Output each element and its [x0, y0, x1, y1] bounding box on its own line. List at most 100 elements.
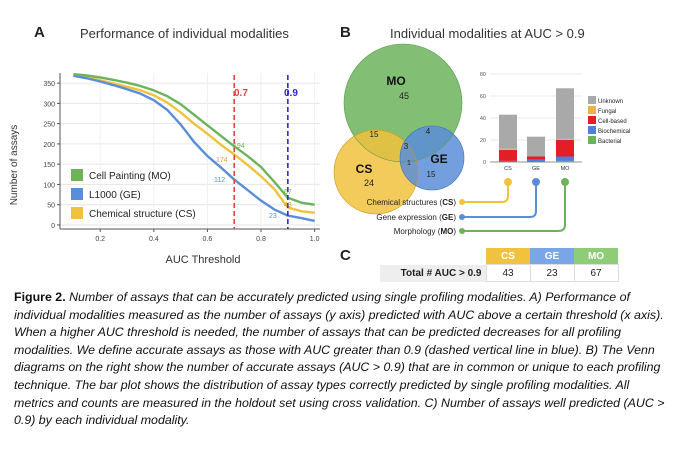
- bar-legend-unknown: Unknown: [598, 99, 623, 105]
- bar-segment-ge-unknown: [527, 136, 545, 157]
- venn-outline-cs: [333, 129, 419, 215]
- series-lines: [73, 73, 315, 223]
- series-line-2: [73, 73, 315, 214]
- connector-dot-mo-start: [459, 228, 465, 234]
- table-value-mo: 67: [573, 264, 619, 282]
- table-header-cs: CS: [486, 248, 530, 265]
- y-tick-label: 200: [43, 142, 55, 149]
- bar-legend-bacterial: Bacterial: [598, 139, 621, 145]
- y-tick-label: 50: [47, 203, 55, 210]
- axes: 0 50 100 150 200 250 300 350 0.2 0.4 0.6 0.8 1.0: [43, 73, 320, 243]
- connector-dot-cs-start: [459, 199, 465, 205]
- table-row-label: Total # AUC > 0.9: [380, 264, 486, 282]
- bar-legend-biochemical: Biochemical: [598, 129, 630, 135]
- venn-outline-mo: [343, 43, 463, 163]
- caption-body: Number of assays that can be accurately …: [14, 290, 665, 428]
- legend-label-mo: Cell Painting (MO): [89, 171, 171, 182]
- venn-cs-count: 24: [364, 178, 374, 188]
- panel-b-label: B: [340, 24, 351, 41]
- y-tick-label: 250: [43, 122, 55, 129]
- bar-segment-mo-biochemical: [556, 156, 574, 161]
- x-tick-label: 1.0: [310, 236, 320, 243]
- table-value-ge: 23: [529, 264, 575, 282]
- series-line-0: [73, 73, 315, 206]
- grid: [60, 73, 320, 229]
- panel-a-title: Performance of individual modalities: [80, 26, 289, 41]
- threshold-label-0.7: 0.7: [234, 88, 248, 99]
- bar-y-tick-label: 0: [483, 160, 486, 166]
- venn-mo-cs: 15: [370, 130, 379, 139]
- annotation-43: 43: [284, 202, 292, 209]
- bar-legend-swatch-biochemical: [588, 126, 596, 134]
- connector-dot-ge-start: [459, 214, 465, 220]
- x-tick-label: 0.8: [256, 236, 266, 243]
- table-header-ge: GE: [530, 248, 574, 265]
- y-tick-label: 350: [43, 81, 55, 88]
- bar-legend-swatch-unknown: [588, 96, 596, 104]
- threshold-label-0.9: 0.9: [284, 88, 298, 99]
- venn-circle-cs: [334, 130, 418, 214]
- panel-c-label: C: [340, 247, 351, 264]
- connector-mo: [462, 182, 566, 232]
- x-tick-label: 0.2: [95, 236, 105, 243]
- annotation-23: 23: [269, 213, 277, 220]
- plot-area: [60, 73, 320, 229]
- bar-legend-cell-based: Cell-based: [598, 119, 627, 125]
- annotation-112: 112: [214, 177, 225, 184]
- venn-mo-count: 45: [399, 91, 409, 101]
- bar-y-tick-label: 80: [480, 72, 486, 78]
- legend-row-ge: Gene expression (GE): [376, 213, 456, 222]
- bar-segment-cs-cell-based: [499, 149, 517, 161]
- table-value-cs: 43: [485, 264, 531, 282]
- bar-legend: Unknown Fungal Cell-based Biochemical Ba…: [588, 96, 630, 145]
- bar-segment-cs-biochemical: [499, 160, 517, 162]
- y-tick-label: 0: [51, 223, 55, 230]
- bar-category-label: GE: [532, 166, 540, 172]
- table-corner: [380, 248, 486, 265]
- assay-type-bar-chart: 0 20 40 60 80 CS GE MO: [480, 72, 582, 172]
- bar-segment-ge-biochemical: [527, 159, 545, 162]
- bar-segment-mo-fungal: [556, 138, 574, 140]
- bar-segment-mo-cell-based: [556, 140, 574, 157]
- panel-b-title: Individual modalities at AUC > 0.9: [390, 26, 585, 41]
- x-axis-label: AUC Threshold: [166, 254, 241, 266]
- annotation-194: 194: [233, 143, 245, 150]
- y-tick-label: 150: [43, 162, 55, 169]
- connector-ge: [462, 182, 537, 218]
- table-header-mo: MO: [574, 248, 618, 265]
- y-tick-label: 100: [43, 182, 55, 189]
- y-axis-label: Number of assays: [9, 125, 20, 206]
- connector-dot-cs-end: [504, 178, 512, 186]
- venn-mo-ge: 4: [426, 127, 431, 136]
- annotations: 194 174 112 67 43 23: [214, 143, 292, 220]
- venn-mo-name: MO: [386, 74, 405, 88]
- venn-diagram: MO 45 CS 24 GE 15 15 4 3 1: [333, 43, 465, 215]
- caption-lead: Figure 2.: [14, 290, 66, 304]
- threshold-lines: [233, 75, 289, 229]
- legend-swatch-cs: [71, 207, 83, 219]
- venn-cs-name: CS: [356, 162, 373, 176]
- venn-circle-ge: [400, 126, 464, 190]
- legend-swatch-ge: [71, 188, 83, 200]
- bar-y-tick-label: 60: [480, 94, 486, 100]
- bar-category-label: CS: [504, 166, 512, 172]
- legend-row-cs: Chemical structures (CS): [367, 198, 457, 207]
- bar-segment-ge-cell-based: [527, 156, 545, 160]
- bar-segment-cs-fungal: [499, 148, 517, 150]
- connector-dot-ge-end: [532, 178, 540, 186]
- annotation-67: 67: [284, 189, 292, 196]
- venn-outline-ge: [399, 125, 465, 191]
- panel-a-chart: Number of assays AUC Threshold 0 50 100 150…: [9, 73, 320, 266]
- legend-row-mo: Morphology (MO): [394, 227, 457, 236]
- x-tick-label: 0.6: [203, 236, 213, 243]
- bar-segment-mo-unknown: [556, 88, 574, 139]
- legend: Cell Painting (MO) L1000 (GE) Chemical s…: [71, 169, 196, 220]
- venn-cs-ge: 1: [407, 160, 411, 167]
- annotation-174: 174: [216, 157, 228, 164]
- series-line-1: [73, 74, 315, 223]
- figure-caption: Figure 2. Number of assays that can be a…: [14, 289, 666, 430]
- legend-swatch-mo: [71, 169, 83, 181]
- table-row: Total # AUC > 0.9 43 23 67: [380, 264, 619, 282]
- table-header-row: CS GE MO: [380, 248, 618, 265]
- bar-segment-mo-bacterial: [556, 160, 574, 162]
